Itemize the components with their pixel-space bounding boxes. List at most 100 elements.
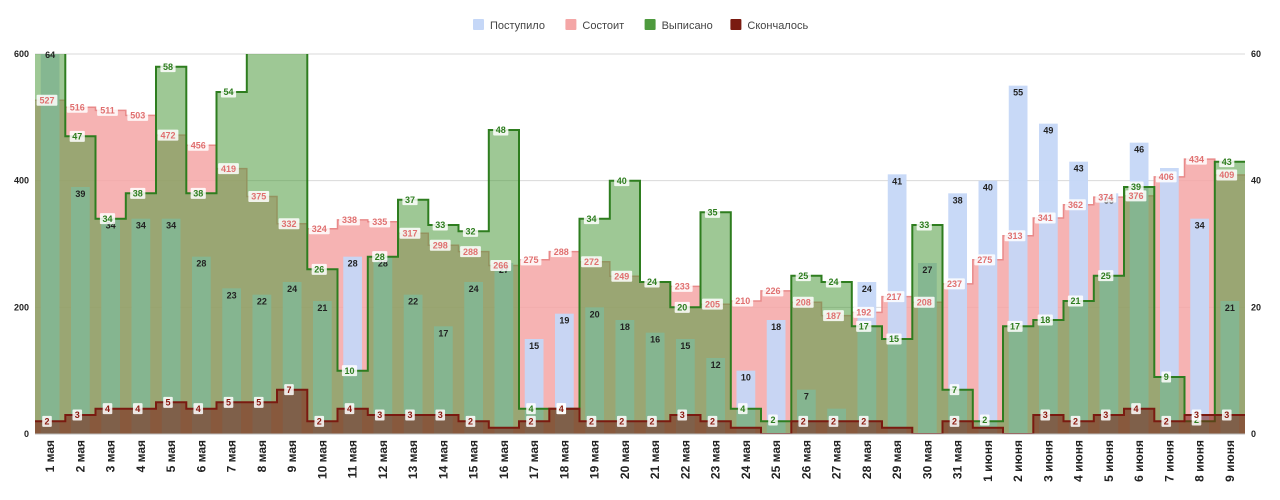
label-sostoit: 266: [493, 261, 508, 271]
label-postupilo: 28: [378, 259, 388, 269]
y-left-tick-label: 400: [14, 176, 29, 186]
legend-label: Выписано: [662, 20, 713, 32]
x-tick-label: 5 мая: [164, 440, 178, 472]
x-tick-label: 25 мая: [769, 440, 783, 479]
label-sostoit-bg: [490, 260, 512, 272]
label-skonchalos: 5: [226, 398, 231, 408]
x-tick-label: 6 июня: [1132, 440, 1146, 482]
label-sostoit: 275: [523, 255, 538, 265]
bar-postupilo: [1159, 168, 1179, 434]
x-tick-label: 12 мая: [376, 440, 390, 479]
label-skonchalos: 2: [589, 417, 594, 427]
label-sostoit: 375: [251, 192, 266, 202]
label-sostoit: 210: [735, 296, 750, 306]
label-postupilo: 55: [1013, 88, 1023, 98]
legend: Поступило Состоит Выписано Скончалось: [473, 19, 808, 32]
label-vypisano: 9: [1164, 372, 1169, 382]
label-skonchalos-bg: [647, 415, 657, 427]
x-tick-label: 3 июня: [1041, 440, 1055, 482]
label-skonchalos: 2: [649, 417, 654, 427]
label-sostoit: 226: [765, 286, 780, 296]
label-skonchalos: 5: [256, 398, 261, 408]
x-tick-label: 8 июня: [1193, 440, 1207, 482]
x-tick-label: 30 мая: [920, 440, 934, 479]
x-tick-label: 8 мая: [255, 440, 269, 472]
x-tick-label: 22 мая: [678, 440, 692, 479]
label-vypisano-bg: [190, 187, 206, 199]
label-sostoit: 419: [221, 164, 236, 174]
x-tick-label: 7 мая: [225, 440, 239, 472]
label-skonchalos-bg: [616, 415, 627, 427]
label-postupilo: 43: [1074, 164, 1084, 174]
label-postupilo: 15: [680, 341, 690, 351]
label-skonchalos: 2: [619, 417, 624, 427]
label-skonchalos: 3: [438, 410, 443, 420]
label-sostoit-bg: [611, 270, 633, 282]
y-left-tick-label: 0: [24, 429, 29, 439]
label-sostoit: 275: [977, 255, 992, 265]
y-right-tick-label: 0: [1251, 429, 1256, 439]
label-postupilo: 34: [136, 221, 146, 231]
label-vypisano-bg: [372, 251, 388, 263]
y-right-tick-label: 20: [1251, 302, 1261, 312]
label-sostoit: 317: [402, 228, 417, 238]
label-skonchalos-bg: [586, 415, 597, 427]
label-vypisano: 33: [435, 220, 445, 230]
x-tick-label: 24 мая: [739, 440, 753, 479]
label-skonchalos: 4: [559, 404, 564, 414]
label-vypisano: 40: [617, 176, 627, 186]
label-sostoit-bg: [278, 218, 300, 230]
label-vypisano-bg: [674, 301, 690, 313]
label-vypisano: 21: [1070, 296, 1080, 306]
label-sostoit: 208: [796, 297, 811, 307]
label-postupilo: 46: [1134, 145, 1144, 155]
label-skonchalos-bg: [526, 415, 536, 427]
label-sostoit-bg: [732, 295, 754, 307]
label-sostoit-bg: [1186, 153, 1207, 165]
legend-swatch: [730, 19, 742, 30]
label-skonchalos-bg: [1191, 409, 1202, 421]
label-sostoit-bg: [762, 285, 784, 297]
label-postupilo: 39: [75, 189, 85, 199]
label-vypisano-bg: [737, 403, 748, 415]
legend-swatch: [473, 19, 484, 30]
label-skonchalos-bg: [223, 396, 234, 408]
legend-swatch: [644, 19, 656, 30]
label-skonchalos: 4: [347, 404, 352, 414]
label-sostoit: 332: [281, 219, 296, 229]
label-vypisano: 20: [677, 303, 687, 313]
label-vypisano-bg: [462, 225, 479, 237]
x-tick-label: 3 мая: [104, 440, 118, 472]
label-vypisano-bg: [220, 86, 237, 98]
label-sostoit-bg: [1155, 171, 1177, 183]
label-postupilo: 18: [620, 322, 630, 332]
label-skonchalos-bg: [193, 403, 204, 415]
label-skonchalos: 3: [1043, 410, 1048, 420]
label-skonchalos-bg: [798, 415, 809, 427]
label-sostoit: 503: [130, 111, 145, 121]
label-skonchalos: 2: [861, 417, 866, 427]
label-skonchalos-bg: [253, 396, 264, 408]
x-tick-label: 23 мая: [709, 440, 723, 479]
label-sostoit: 217: [886, 292, 901, 302]
label-vypisano-bg: [130, 187, 146, 199]
label-vypisano: 4: [740, 404, 745, 414]
label-sostoit: 237: [947, 279, 962, 289]
label-sostoit-bg: [429, 239, 451, 251]
x-tick-label: 29 мая: [890, 440, 904, 479]
label-skonchalos-bg: [132, 403, 143, 415]
label-vypisano: 47: [72, 132, 82, 142]
label-sostoit: 288: [463, 247, 478, 257]
label-sostoit-bg: [974, 254, 996, 266]
label-sostoit-bg: [1004, 230, 1026, 242]
label-postupilo: 12: [711, 360, 721, 370]
label-skonchalos-bg: [1070, 415, 1081, 427]
label-vypisano-bg: [856, 320, 872, 332]
label-vypisano-bg: [160, 61, 176, 73]
label-sostoit: 335: [372, 217, 387, 227]
label-vypisano: 10: [344, 366, 354, 376]
label-skonchalos: 3: [1194, 410, 1199, 420]
x-tick-label: 2 июня: [1011, 440, 1025, 482]
label-skonchalos-bg: [374, 409, 385, 421]
label-sostoit: 233: [675, 282, 690, 292]
